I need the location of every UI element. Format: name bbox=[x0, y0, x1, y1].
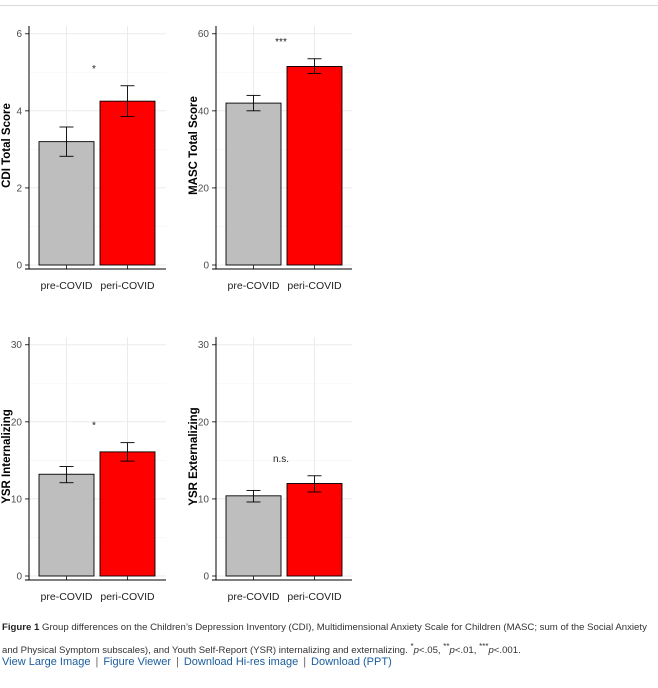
sig-p-2: p bbox=[449, 645, 455, 657]
y-tick-label: 20 bbox=[198, 417, 210, 428]
bar-pre-covid bbox=[38, 141, 95, 266]
x-tick-label: peri-COVID bbox=[287, 280, 342, 292]
bar-pre-covid bbox=[225, 102, 282, 266]
download-ppt-link[interactable]: Download (PPT) bbox=[311, 656, 392, 668]
sig-p-3: p bbox=[488, 645, 494, 657]
chart-panel-4: 0 10 20 30 pre-COVID peri-COVID YSR Externaliz… bbox=[188, 337, 352, 603]
y-tick-label: 30 bbox=[198, 340, 210, 351]
link-separator: | bbox=[176, 656, 179, 668]
significance-annotation: * bbox=[92, 64, 96, 75]
y-tick-label: 0 bbox=[16, 572, 22, 583]
link-separator: | bbox=[303, 656, 307, 668]
bar-pre-covid bbox=[225, 495, 282, 577]
y-tick-label: 2 bbox=[16, 183, 22, 194]
figure-label: Figure 1 bbox=[2, 622, 40, 633]
caption-text: Group differences on the Children’s Depr… bbox=[2, 622, 647, 657]
bar-peri-covid bbox=[286, 66, 343, 266]
significance-annotation: * bbox=[92, 421, 96, 432]
top-divider bbox=[0, 5, 658, 6]
significance-annotation: n.s. bbox=[273, 454, 289, 465]
y-tick-label: 0 bbox=[16, 261, 22, 272]
y-tick-label: 60 bbox=[198, 29, 210, 40]
sig-mark-3: *** bbox=[479, 642, 489, 651]
y-tick-label: 10 bbox=[198, 494, 210, 505]
x-tick-label: pre-COVID bbox=[228, 591, 280, 603]
chart-panel-1: 0 2 4 6 pre-COVID peri-COVID CDI Total Score * bbox=[1, 26, 166, 292]
x-tick-label: pre-COVID bbox=[41, 280, 93, 292]
y-axis-title: MASC Total Score bbox=[188, 96, 200, 195]
view-large-image-link[interactable]: View Large Image bbox=[2, 656, 91, 668]
sig-mark-2: ** bbox=[443, 642, 450, 651]
y-tick-label: 0 bbox=[203, 572, 209, 583]
y-tick-label: 40 bbox=[198, 106, 210, 117]
y-tick-label: 4 bbox=[16, 106, 22, 117]
y-tick-label: 30 bbox=[11, 340, 23, 351]
bar-pre-covid bbox=[38, 473, 95, 577]
y-tick-label: 0 bbox=[203, 261, 209, 272]
figure-links: View Large Image | Figure Viewer | Download … bbox=[2, 656, 392, 668]
y-tick-label: 10 bbox=[11, 494, 23, 505]
sig-mark-1: * bbox=[410, 642, 414, 651]
y-tick-label: 6 bbox=[16, 29, 22, 40]
y-tick-label: 20 bbox=[11, 417, 23, 428]
bar-peri-covid bbox=[99, 100, 156, 266]
figure-caption: Figure 1 Group differences on the Childr… bbox=[2, 618, 656, 660]
x-tick-label: pre-COVID bbox=[228, 280, 280, 292]
sig-value-3: <.001. bbox=[493, 645, 521, 657]
x-tick-label: peri-COVID bbox=[100, 280, 155, 292]
bar-peri-covid bbox=[286, 483, 343, 577]
download-hires-link[interactable]: Download Hi-res image bbox=[183, 656, 299, 668]
link-separator: | bbox=[95, 656, 99, 668]
x-tick-label: pre-COVID bbox=[41, 591, 93, 603]
sig-p-1: p bbox=[413, 645, 419, 657]
x-tick-label: peri-COVID bbox=[100, 591, 155, 603]
significance-annotation: *** bbox=[275, 37, 287, 48]
x-tick-label: peri-COVID bbox=[287, 591, 342, 603]
y-tick-label: 20 bbox=[198, 183, 210, 194]
figure-viewer-link[interactable]: Figure Viewer bbox=[103, 656, 171, 668]
chart-panel-2: 0 20 40 60 pre-COVID peri-COVID MASC Total Sco… bbox=[188, 26, 352, 292]
y-axis-title: YSR Externalizing bbox=[188, 407, 200, 505]
bar-peri-covid bbox=[99, 451, 156, 577]
sig-value-1: <.05, bbox=[418, 645, 444, 657]
y-axis-title: CDI Total Score bbox=[1, 103, 13, 188]
sig-value-2: <.01, bbox=[454, 645, 480, 657]
y-axis-title: YSR Internalizing bbox=[1, 409, 13, 504]
chart-panel-3: 0 10 20 30 pre-COVID peri-COVID YSR Internaliz… bbox=[1, 337, 166, 603]
